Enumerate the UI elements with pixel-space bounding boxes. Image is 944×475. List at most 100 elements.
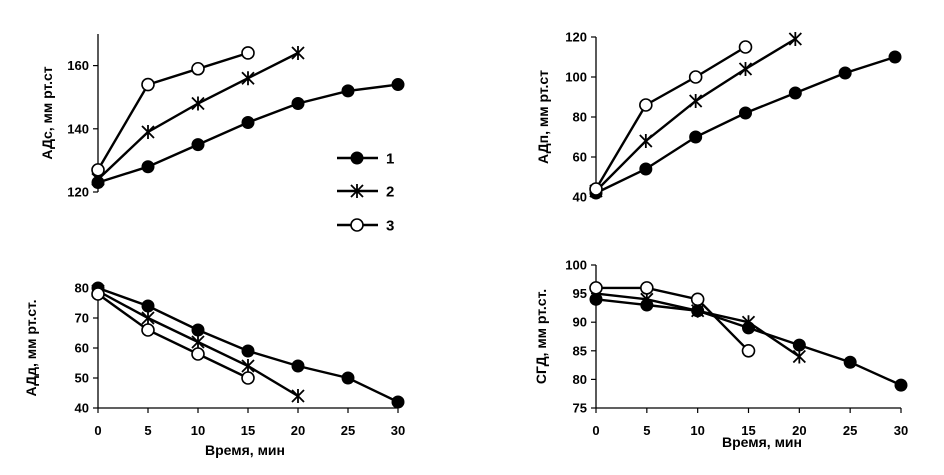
data-point [141, 124, 155, 139]
data-point [639, 162, 653, 176]
y-tick-label: 80 [573, 372, 587, 387]
series-markers-1 [589, 292, 908, 392]
y-tick-label: 85 [573, 343, 587, 358]
series-3 [96, 51, 249, 171]
legend: 1 2 3 [337, 151, 394, 235]
data-point [241, 46, 255, 60]
y-axis-label: АДс, мм рт.ст [39, 66, 55, 159]
legend-label: 2 [386, 184, 394, 201]
data-point [741, 315, 756, 330]
series-line [594, 45, 747, 190]
series-markers-3 [91, 46, 255, 177]
data-point [792, 349, 806, 364]
x-tick-label: 15 [241, 423, 255, 438]
data-point [888, 50, 902, 64]
data-point [91, 163, 105, 177]
data-point [688, 70, 703, 84]
series-markers-1 [91, 281, 405, 409]
y-tick-label: 40 [573, 190, 587, 205]
data-point [738, 62, 753, 76]
series-markers-2 [91, 284, 305, 403]
data-point [589, 182, 603, 196]
legend-label: 3 [386, 218, 394, 235]
legend-label: 1 [386, 151, 394, 168]
data-point [838, 66, 852, 80]
data-point [141, 160, 155, 174]
data-point [291, 359, 305, 373]
y-tick-label: 40 [75, 401, 89, 416]
y-tick-label: 75 [573, 401, 587, 416]
series-markers-3 [589, 281, 756, 358]
series-3 [596, 286, 750, 352]
y-tick-label: 95 [573, 286, 587, 301]
data-point [141, 299, 155, 313]
data-point [141, 323, 155, 337]
x-tick-label: 30 [391, 423, 405, 438]
legend-marker [350, 184, 364, 198]
y-tick-label: 80 [75, 281, 89, 296]
data-point [241, 371, 255, 385]
data-point [91, 287, 105, 301]
data-point [291, 45, 305, 60]
data-point [191, 347, 205, 361]
y-tick-label: 70 [75, 311, 89, 326]
data-point [788, 32, 802, 46]
data-point [141, 311, 155, 325]
data-point [191, 323, 205, 337]
data-point [341, 84, 355, 98]
data-point [894, 378, 908, 392]
series-line [595, 37, 796, 192]
data-point [391, 395, 405, 409]
data-point [640, 281, 654, 295]
series-3 [97, 293, 249, 380]
chart-panel-ads: 120 140 160 АДс, мм рт.ст [39, 34, 405, 200]
y-tick-label: 120 [565, 30, 587, 45]
legend-item-1: 1 [337, 151, 394, 168]
y-tick-label: 140 [67, 121, 89, 136]
data-point [589, 281, 603, 295]
data-point [639, 98, 653, 112]
data-point [241, 344, 255, 358]
series-1 [595, 298, 902, 387]
chart-panel-sgd: 75 80 85 90 95 100 СГД, мм рт.ст. 0 5 10 15 20 25 30 В… [533, 258, 908, 451]
x-tick-label: 15 [741, 423, 755, 438]
series-line [596, 286, 750, 352]
data-point [241, 71, 255, 86]
data-point [291, 97, 305, 111]
data-point [739, 106, 752, 120]
x-tick-label: 25 [843, 423, 857, 438]
y-tick-label: 60 [75, 341, 89, 356]
chart-panel-adp: 40 60 80 100 120 АДп, мм рт.ст [535, 30, 902, 205]
data-point [788, 86, 802, 100]
series-line [96, 51, 249, 171]
x-tick-label: 20 [291, 423, 305, 438]
x-tick-label: 5 [144, 423, 151, 438]
x-tick-label: 20 [792, 423, 806, 438]
series-2 [595, 37, 796, 192]
x-tick-label: 0 [94, 423, 101, 438]
y-tick-label: 100 [565, 70, 587, 85]
data-point [291, 389, 305, 403]
y-axis-label: АДд, мм рт.ст. [23, 299, 39, 396]
data-point [191, 96, 205, 111]
legend-item-3: 3 [337, 218, 394, 235]
series-markers-1 [91, 78, 405, 190]
data-point [792, 338, 806, 352]
series-markers-3 [589, 40, 753, 196]
series-line [97, 293, 249, 380]
data-point [241, 115, 255, 129]
data-point [690, 292, 705, 307]
data-point [341, 371, 355, 385]
legend-marker [350, 218, 364, 232]
x-tick-label: 25 [341, 423, 355, 438]
x-axis-label: Время, мин [722, 434, 802, 450]
y-tick-label: 90 [573, 315, 587, 330]
data-point [738, 40, 753, 54]
y-axis-label: АДп, мм рт.ст [535, 70, 551, 164]
y-tick-label: 120 [67, 185, 89, 200]
data-point [241, 359, 255, 373]
y-axis-label: СГД, мм рт.ст. [533, 289, 549, 384]
data-point [191, 138, 205, 152]
chart-panel-add: 40 50 60 70 80 АДд, мм рт.ст. 0 5 10 15 20 25 30 Врем… [23, 281, 405, 459]
